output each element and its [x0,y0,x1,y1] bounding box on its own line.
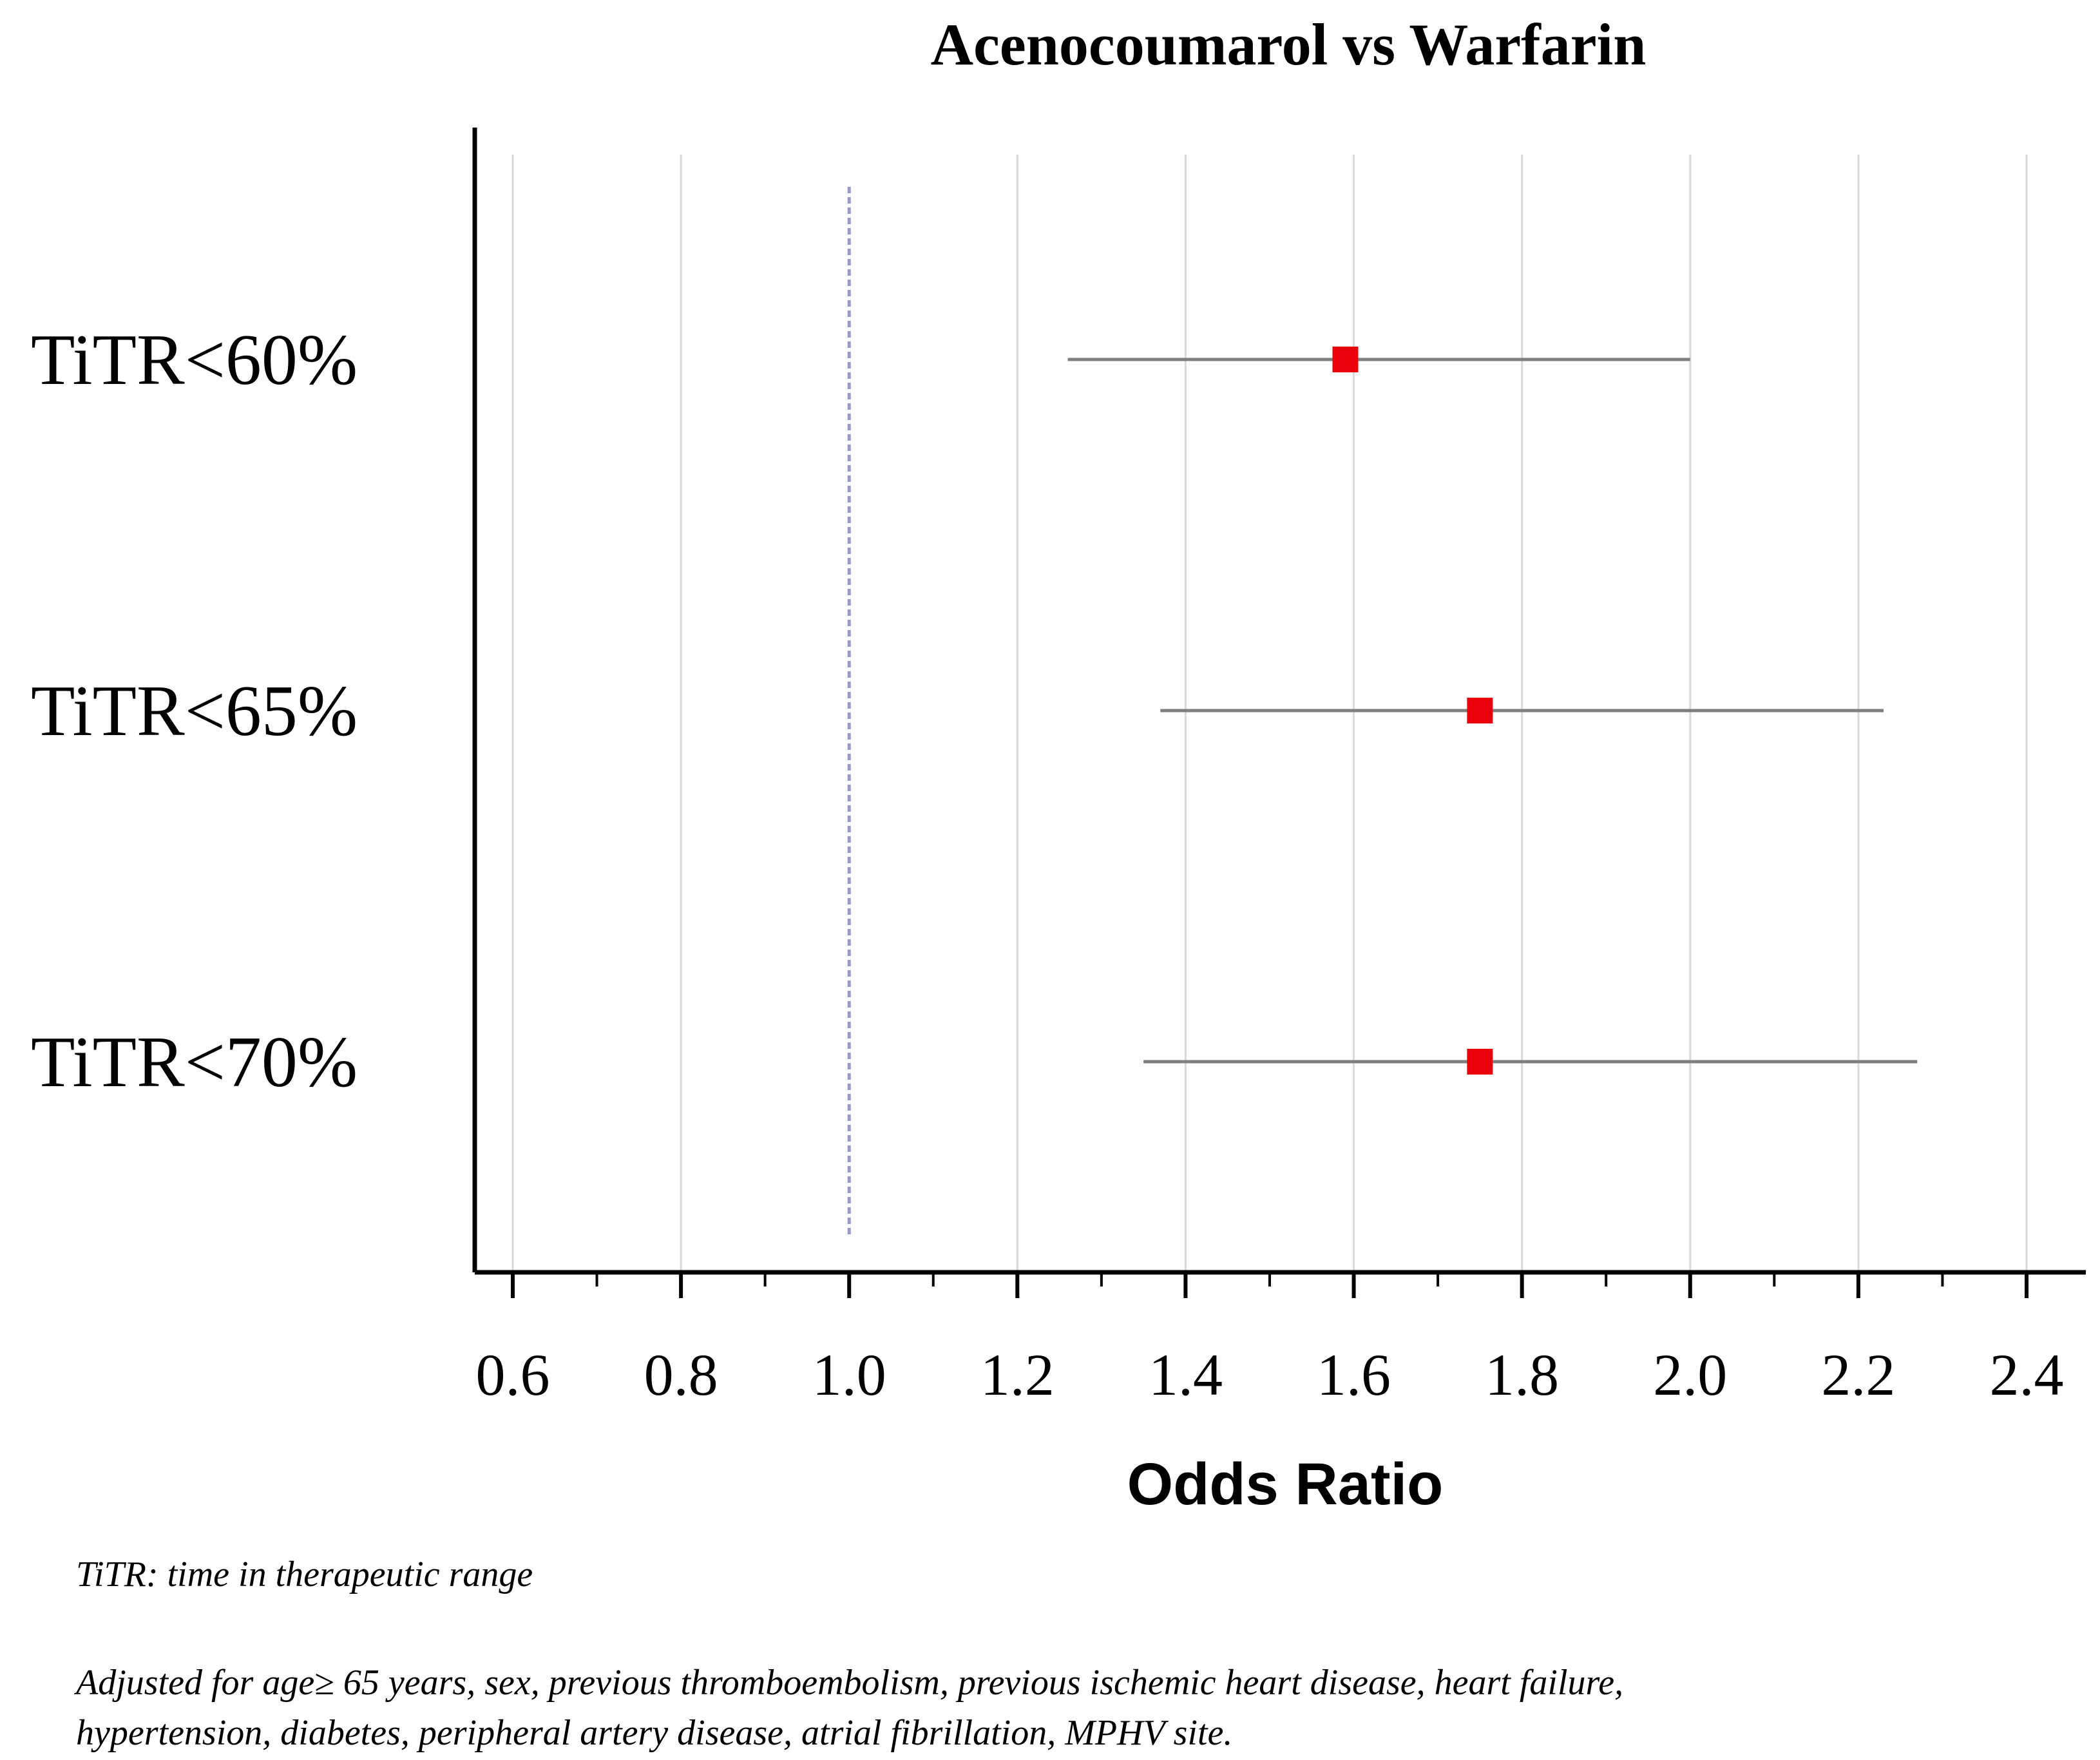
estimate-marker-row-2 [1467,698,1493,723]
grid-lines [511,155,2028,1272]
x-tick-label: 1.2 [980,1342,1055,1408]
x-tick-label: 0.6 [476,1342,550,1408]
point-estimates [1332,347,1493,1075]
footnote-adjusted-line-2: hypertension, diabetes, peripheral arter… [76,1713,1233,1753]
x-tick-label: 1.0 [812,1342,886,1408]
footnote-abbreviation: TiTR: time in therapeutic range [76,1554,533,1594]
footnote-adjusted-line-1: Adjusted for age≥ 65 years, sex, previou… [76,1663,1624,1703]
category-label-row-2: TiTR<65% [31,671,358,751]
confidence-intervals [1067,358,1918,1064]
chart-title: Acenocoumarol vs Warfarin [931,12,1647,77]
x-tick-label: 2.2 [1821,1342,1895,1408]
x-tick-label: 2.0 [1653,1342,1727,1408]
x-axis-label: Odds Ratio [1127,1451,1444,1517]
x-tick-label: 0.8 [644,1342,718,1408]
estimate-marker-row-3 [1467,1049,1493,1075]
x-tick-label: 1.4 [1149,1342,1223,1408]
category-label-row-1: TiTR<60% [31,320,358,400]
axes [472,128,2086,1275]
x-ticks: 0.6 0.8 1.0 1.2 1.4 1.6 1.8 2.0 2.2 2.4 [476,1272,2064,1408]
x-tick-label: 1.6 [1317,1342,1391,1408]
x-tick-label: 2.4 [1990,1342,2064,1408]
category-labels: TiTR<60% TiTR<65% TiTR<70% [31,320,358,1102]
estimate-marker-row-1 [1332,347,1359,372]
x-tick-label: 1.8 [1485,1342,1559,1408]
category-label-row-3: TiTR<70% [31,1022,358,1102]
